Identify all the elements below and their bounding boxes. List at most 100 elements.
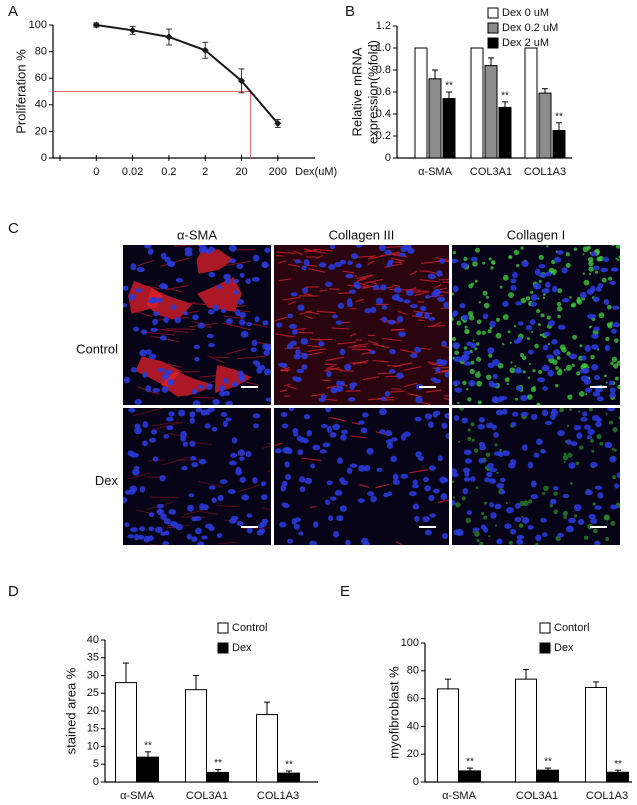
nucleus: [159, 474, 166, 482]
stain-dot: [534, 343, 539, 349]
fiber: [419, 278, 439, 283]
fiber: [400, 349, 418, 354]
stain-dot: [588, 260, 594, 267]
stain-dot: [547, 342, 551, 346]
fiber: [198, 480, 224, 488]
nucleus: [252, 423, 260, 429]
nucleus: [152, 456, 159, 462]
nucleus: [591, 363, 599, 371]
stain-dot: [485, 452, 491, 457]
nucleus: [251, 276, 260, 282]
nucleus: [553, 349, 561, 356]
nucleus: [493, 451, 502, 456]
fiber: [325, 356, 344, 362]
nucleus: [345, 273, 354, 279]
fiber: [393, 261, 402, 264]
nucleus: [241, 494, 250, 501]
nucleus: [329, 245, 336, 250]
stain-dot: [603, 514, 610, 521]
stain-dot: [582, 253, 585, 256]
nucleus: [396, 372, 404, 379]
stain-dot: [513, 324, 517, 328]
nucleus: [152, 387, 160, 393]
nucleus: [461, 353, 470, 361]
fiber: [368, 254, 376, 260]
stain-dot: [476, 319, 482, 325]
nucleus: [541, 288, 550, 294]
nucleus: [511, 422, 517, 427]
stain-dot: [612, 427, 618, 433]
nucleus: [484, 477, 491, 483]
x-tick-label: α-SMA: [418, 166, 453, 178]
nucleus: [251, 339, 258, 347]
nucleus: [590, 285, 596, 293]
nucleus: [427, 273, 436, 280]
x-tick-label: 2: [202, 166, 208, 178]
nucleus: [189, 411, 196, 418]
nucleus: [123, 285, 129, 291]
nucleus: [580, 417, 588, 422]
fiber: [420, 401, 431, 405]
nucleus: [594, 485, 603, 490]
stain-dot: [596, 256, 602, 262]
stain-dot: [472, 530, 475, 534]
stain-dot: [452, 317, 454, 321]
stain-dot: [472, 339, 475, 342]
nucleus: [412, 479, 418, 485]
nucleus: [144, 245, 152, 249]
nucleus: [257, 365, 266, 370]
fiber: [437, 499, 449, 504]
nucleus: [420, 305, 427, 312]
nucleus: [398, 297, 404, 302]
nucleus: [442, 477, 449, 483]
x-axis-label: Dex(uM): [295, 166, 337, 178]
fiber: [294, 327, 307, 331]
stain-dot: [558, 368, 562, 372]
stain-dot: [583, 535, 589, 540]
nucleus: [573, 424, 582, 431]
nucleus: [355, 245, 363, 248]
nucleus: [312, 444, 321, 451]
bar: [607, 771, 629, 783]
nucleus: [349, 383, 355, 391]
fiber: [355, 298, 364, 303]
nucleus: [612, 322, 620, 328]
nucleus: [197, 322, 205, 329]
nucleus: [193, 344, 201, 350]
nucleus: [130, 263, 137, 271]
nucleus: [303, 259, 310, 267]
stain-dot: [499, 448, 502, 452]
nucleus: [151, 429, 158, 435]
fiber: [279, 389, 288, 393]
nucleus: [330, 496, 337, 501]
fiber: [349, 333, 357, 337]
micrograph: [274, 408, 449, 545]
nucleus: [470, 256, 478, 262]
y-tick-label: 80: [407, 665, 419, 677]
nucleus: [182, 311, 189, 316]
stain-dot: [484, 501, 487, 505]
nucleus: [540, 517, 547, 523]
nucleus: [453, 356, 462, 363]
nucleus: [258, 523, 264, 529]
stain-dot: [611, 356, 618, 363]
nucleus: [463, 477, 471, 482]
nucleus: [593, 326, 600, 332]
column-heading: Collagen III: [329, 227, 395, 242]
nucleus: [389, 348, 396, 355]
fiber: [207, 355, 225, 364]
stain-dot: [472, 261, 478, 267]
stain-dot: [605, 412, 608, 415]
stain-dot: [475, 486, 479, 489]
nucleus: [124, 522, 130, 527]
legend-label: Dex: [232, 642, 252, 654]
nucleus: [493, 432, 499, 438]
nucleus: [567, 517, 576, 524]
nucleus: [612, 305, 620, 310]
stain-dot: [468, 315, 475, 321]
stain-dot: [461, 496, 466, 501]
stain-dot: [482, 261, 486, 265]
fiber: [200, 510, 218, 515]
nucleus: [137, 534, 145, 540]
stain-dot: [537, 323, 541, 327]
